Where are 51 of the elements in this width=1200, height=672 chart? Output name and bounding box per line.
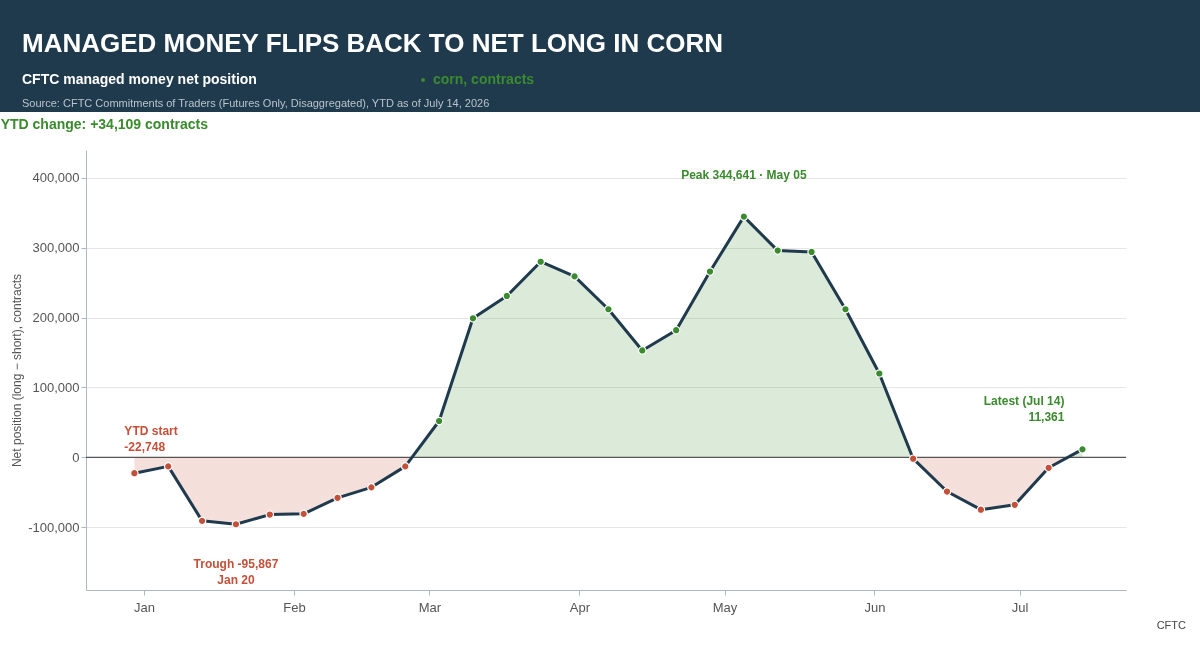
- point: [502, 291, 512, 301]
- x-tick-label: Jun: [864, 599, 886, 615]
- annotation: Trough -95,867 Jan 20: [193, 557, 279, 588]
- point: [705, 267, 715, 276]
- y-tick-label: 100,000: [32, 379, 80, 395]
- y-tick-label: 200,000: [32, 310, 80, 326]
- point: [604, 304, 613, 314]
- chart-title: MANAGED MONEY FLIPS BACK TO NET LONG IN CORN: [22, 28, 724, 58]
- x-tick-label: May: [712, 599, 738, 615]
- text: YTD change: +34,109 contracts: [0, 116, 209, 132]
- y-tick-label: 0: [72, 449, 80, 465]
- point: [874, 369, 884, 378]
- y-axis-title: Net position (long − short), contracts: [10, 273, 25, 468]
- point: [739, 212, 749, 221]
- point: [1010, 500, 1020, 510]
- point: [367, 483, 376, 492]
- point: [333, 493, 342, 503]
- annotation: YTD start -22,748: [124, 424, 178, 455]
- point: [130, 468, 139, 478]
- annotation: Latest (Jul 14) 11,361: [983, 394, 1065, 425]
- point: [773, 246, 783, 255]
- x-tick-label: Mar: [418, 599, 442, 615]
- point: [976, 505, 986, 514]
- point: [942, 487, 952, 496]
- x-tick-label: Feb: [283, 599, 306, 615]
- source-note: Source: CFTC Commitments of Traders (Futures Only, Disaggregated), YTD as of July 14, 2026: [22, 97, 490, 109]
- y-tick-label: -100,000: [28, 519, 80, 535]
- point: [1078, 445, 1087, 454]
- point: [231, 519, 241, 529]
- text: CFTC: [1156, 619, 1187, 631]
- point: [163, 462, 173, 471]
- annotation: Peak 344,641 · May 05: [681, 167, 807, 182]
- y-tick-label: 400,000: [32, 170, 80, 186]
- point: [1044, 463, 1053, 473]
- point: [400, 462, 410, 471]
- y-tick-label: 300,000: [32, 240, 80, 256]
- text: corn, contracts: [433, 71, 535, 87]
- point: [265, 510, 275, 519]
- x-tick-label: Jan: [134, 599, 156, 615]
- x-tick-label: Jul: [1011, 599, 1029, 615]
- chart-subtitle: CFTC managed money net position: [22, 71, 257, 87]
- point: [807, 247, 816, 257]
- point: [536, 257, 546, 267]
- x-tick-label: Apr: [569, 599, 591, 615]
- point: [637, 346, 647, 355]
- point: [908, 454, 918, 463]
- point: [841, 304, 850, 314]
- point: [468, 314, 478, 323]
- point: [671, 325, 681, 335]
- point: [434, 416, 444, 426]
- point: [570, 272, 579, 281]
